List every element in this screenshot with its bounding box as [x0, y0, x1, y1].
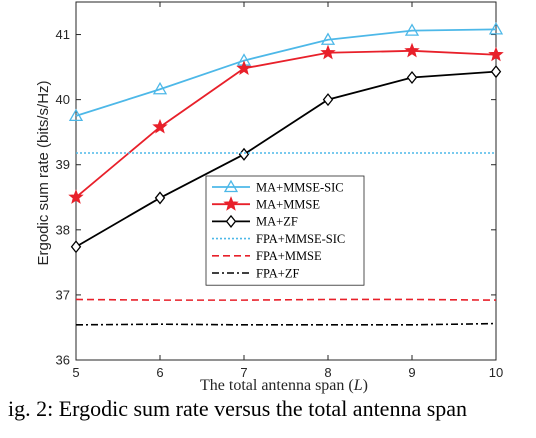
data-point: [152, 81, 168, 95]
series-line: [75, 322, 497, 326]
legend-box: [205, 175, 365, 286]
data-point: [406, 70, 418, 85]
data-point: [404, 23, 420, 36]
y-tick-label: 36: [56, 353, 70, 368]
data-point: [490, 65, 502, 79]
series-ma-mmse-sic: [68, 22, 504, 122]
data-point: [154, 191, 166, 205]
data-point: [68, 108, 84, 122]
y-tick-label: 37: [56, 287, 70, 302]
series-ma-mmse: [68, 42, 504, 204]
data-point: [70, 240, 82, 254]
series-fpa-mmse: [75, 298, 497, 301]
legend-label: MA+MMSE-SIC: [256, 180, 344, 194]
x-tick-label: 10: [489, 365, 503, 380]
data-point: [404, 42, 420, 58]
series-ma-zf: [70, 65, 502, 254]
legend-item: MA+ZF: [212, 215, 298, 229]
legend-label: MA+MMSE: [256, 198, 320, 212]
data-point: [322, 93, 334, 107]
legend-item: FPA+MMSE: [212, 249, 322, 263]
series-fpa-zf: [75, 322, 497, 326]
data-point: [320, 44, 336, 60]
legend-label: FPA+MMSE: [256, 249, 322, 263]
x-axis-label-variable: L: [353, 377, 363, 394]
plot-frame: [75, 1, 497, 361]
legend-marker: [223, 196, 239, 211]
series-group: [68, 22, 504, 326]
y-axis-label: Ergodic sum rate (bits/s/Hz): [35, 80, 52, 265]
data-point: [488, 46, 504, 62]
x-tick-label: 6: [156, 365, 163, 380]
data-point: [68, 189, 84, 204]
plot-axes: 5 6 7 8 9 10 36 37 38 39 40 41: [56, 1, 503, 380]
figure-caption: ig. 2: Ergodic sum rate versus the total…: [8, 396, 468, 421]
legend-item: FPA+MMSE-SIC: [212, 232, 345, 246]
legend-marker: [223, 179, 239, 193]
y-tick-label: 38: [56, 222, 70, 237]
legend-label: FPA+MMSE-SIC: [256, 232, 345, 246]
legend-label: MA+ZF: [256, 215, 298, 229]
legend-label: FPA+ZF: [256, 266, 299, 280]
data-point: [320, 32, 336, 45]
x-tick-label: 9: [408, 365, 415, 380]
y-tick-label: 39: [56, 157, 70, 172]
x-axis-label-text: The total antenna span (: [200, 377, 354, 394]
series-line: [75, 49, 497, 198]
x-tick-label: 5: [72, 365, 79, 380]
x-tick-label: 7: [240, 365, 247, 380]
x-axis-label: The total antenna span (L): [200, 377, 368, 394]
legend-item: MA+MMSE-SIC: [212, 179, 344, 194]
x-tick-label: 8: [324, 365, 331, 380]
data-point: [488, 22, 504, 35]
data-point: [152, 118, 168, 134]
legend-item: MA+MMSE: [212, 196, 320, 212]
series-line: [75, 70, 497, 248]
legend-marker: [225, 214, 237, 228]
y-tick-label: 41: [56, 27, 70, 42]
legend: MA+MMSE-SIC MA+MMSE MA+ZF FPA+MMSE-SIC FPA+M…: [205, 175, 365, 286]
series-line: [75, 298, 497, 301]
series-line: [75, 28, 497, 117]
y-tick-label: 40: [56, 92, 70, 107]
legend-item: FPA+ZF: [212, 266, 299, 280]
data-point: [238, 147, 250, 161]
x-axis-label-end: ): [363, 377, 368, 394]
data-point: [236, 60, 252, 75]
